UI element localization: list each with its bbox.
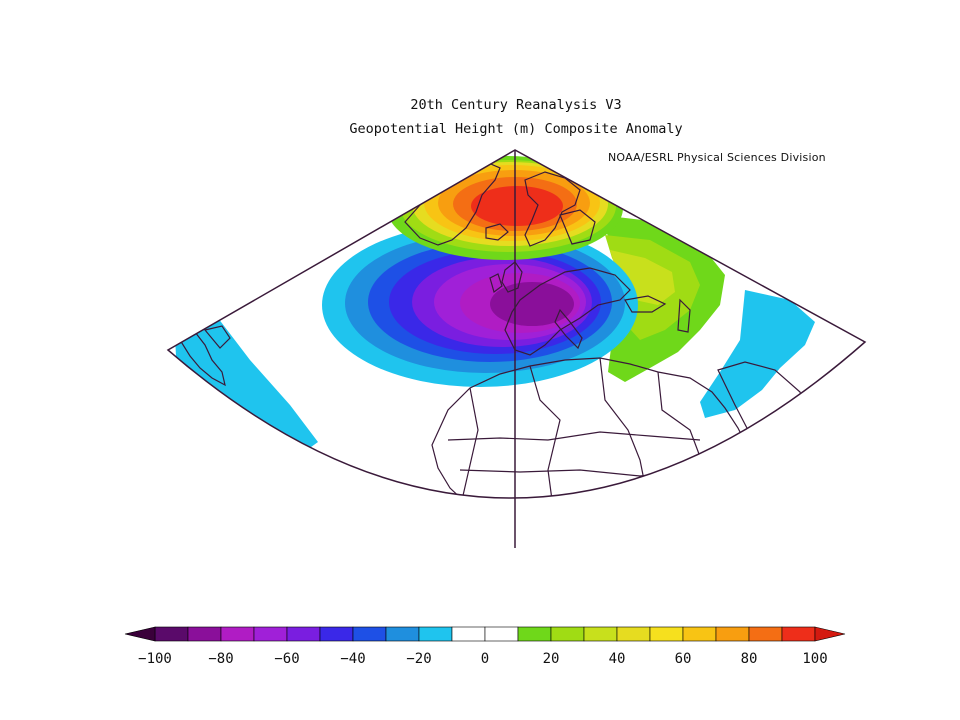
credit-text: NOAA/ESRL Physical Sciences Division (608, 151, 826, 164)
colorbar-max-arrow (814, 626, 846, 642)
colorbar-tick-label: 20 (543, 651, 560, 667)
colorbar-swatch (649, 626, 684, 642)
colorbar-swatch (715, 626, 750, 642)
colorbar-swatch (583, 626, 618, 642)
colorbar-tick-label: −40 (340, 651, 365, 667)
colorbar-swatch (418, 626, 453, 642)
map-boundary (166, 149, 867, 499)
colorbar-swatch (748, 626, 783, 642)
colorbar-swatch (286, 626, 321, 642)
colorbar-tick-label: 80 (741, 651, 758, 667)
colorbar-tick-label: 0 (481, 651, 489, 667)
colorbar-tick-label: −80 (208, 651, 233, 667)
colorbar-tick-label: 100 (802, 651, 827, 667)
colorbar-swatch (385, 626, 420, 642)
colorbar-swatch (154, 626, 189, 642)
colorbar-swatch (616, 626, 651, 642)
colorbar-tick-label: 40 (609, 651, 626, 667)
pos-ring-7 (471, 186, 563, 226)
colorbar-swatch (352, 626, 387, 642)
negative-anomaly-red-sea (700, 290, 815, 418)
colorbar-min-arrow (124, 626, 156, 642)
colorbar (124, 626, 846, 642)
figure-title: 20th Century Reanalysis V3 (410, 97, 622, 113)
colorbar-swatch (484, 626, 519, 642)
colorbar-swatch (187, 626, 222, 642)
colorbar-swatch (781, 626, 816, 642)
colorbar-swatch (682, 626, 717, 642)
colorbar-tick-label: −100 (138, 651, 172, 667)
colorbar-tick-label: −20 (406, 651, 431, 667)
positive-anomaly-middle-east-core (610, 250, 675, 305)
colorbar-swatch (319, 626, 354, 642)
figure-subtitle: Geopotential Height (m) Composite Anomal… (349, 121, 683, 137)
colorbar-swatch (550, 626, 585, 642)
colorbar-tick-label: 60 (675, 651, 692, 667)
anomaly-fields (175, 156, 815, 480)
colorbar-swatch (451, 626, 486, 642)
colorbar-swatch (517, 626, 552, 642)
colorbar-tick-label: −60 (274, 651, 299, 667)
colorbar-labels: −100 −80 −60 −40 −20 0 20 40 60 80 100 (138, 651, 828, 667)
colorbar-swatch (253, 626, 288, 642)
neg-ring-8 (490, 282, 574, 326)
negative-anomaly-atlantic-band (175, 318, 318, 480)
colorbar-swatch (220, 626, 255, 642)
